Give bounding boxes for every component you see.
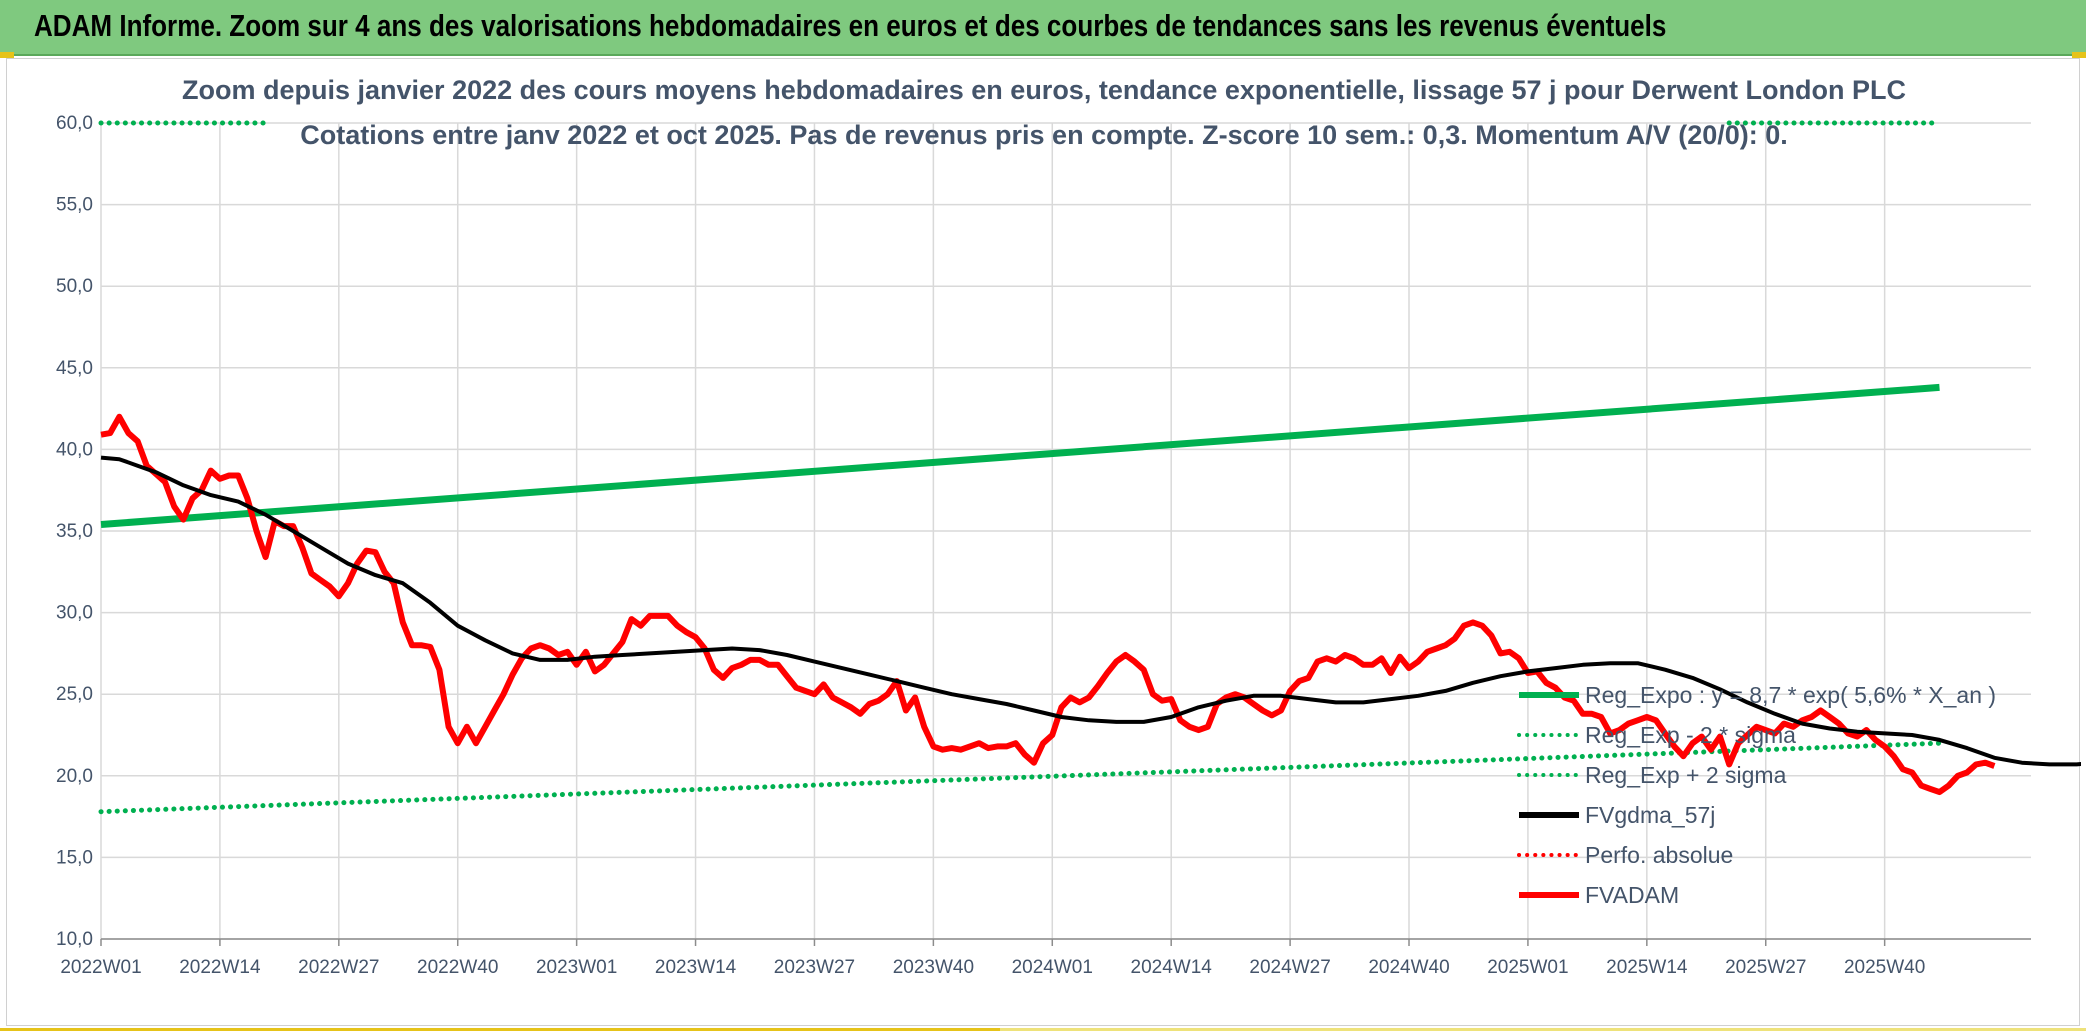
x-tick-label: 2022W14 xyxy=(179,957,261,978)
x-tick-label: 2025W27 xyxy=(1725,957,1806,978)
grid-lines xyxy=(100,122,2031,940)
y-tick-label: 45,0 xyxy=(56,358,93,379)
y-tick-label: 55,0 xyxy=(56,195,93,216)
x-tick-label: 2022W40 xyxy=(417,957,498,978)
y-tick-label: 35,0 xyxy=(56,521,93,542)
x-tick-label: 2025W14 xyxy=(1606,957,1688,978)
series-line-5 xyxy=(100,413,1996,796)
legend-label-2: Reg_Exp + 2 sigma xyxy=(1585,762,1787,788)
y-tick-label: 10,0 xyxy=(56,929,93,950)
chart-area: 10,0 15,0 20,0 25,0 30,0 35,0 40,0 45,0 50,0 55,0… xyxy=(6,58,2081,1026)
x-tick-label: 2025W40 xyxy=(1844,957,1925,978)
chart-subtitle-line2: Cotations entre janv 2022 et oct 2025. P… xyxy=(300,120,1788,150)
x-tick-label: 2023W14 xyxy=(655,957,737,978)
y-tick-label: 60,0 xyxy=(56,113,93,134)
x-tick-label: 2022W01 xyxy=(60,957,141,978)
x-tick-label: 2024W40 xyxy=(1368,957,1449,978)
x-tick-label: 2022W27 xyxy=(298,957,379,978)
x-tick-label: 2023W40 xyxy=(893,957,974,978)
x-tick-label: 2023W01 xyxy=(536,957,617,978)
x-tick-label: 2024W14 xyxy=(1131,957,1213,978)
legend-label-1: Reg_Exp - 2 * sigma xyxy=(1585,722,1796,748)
bottom-accent-left xyxy=(0,1028,1000,1031)
x-tick-label: 2024W01 xyxy=(1012,957,1093,978)
y-tick-label: 40,0 xyxy=(56,439,93,460)
chart-subtitle-line1: Zoom depuis janvier 2022 des cours moyen… xyxy=(182,75,1906,105)
x-tick-label: 2025W01 xyxy=(1487,957,1568,978)
corner-accent-left xyxy=(0,52,14,58)
y-tick-label: 20,0 xyxy=(56,766,93,787)
legend-label-4: Perfo. absolue xyxy=(1585,842,1733,868)
header-title: ADAM Informe. Zoom sur 4 ans des valoris… xyxy=(34,8,1667,43)
legend-label-3: FVgdma_57j xyxy=(1585,802,1715,828)
series-lines xyxy=(98,120,2081,815)
bottom-accent-right xyxy=(1000,1028,2086,1031)
x-tick-label: 2024W27 xyxy=(1249,957,1330,978)
x-tick-label: 2023W27 xyxy=(774,957,855,978)
header-bar: ADAM Informe. Zoom sur 4 ans des valoris… xyxy=(0,0,2086,56)
series-line-0 xyxy=(100,383,1940,528)
line-chart: 10,0 15,0 20,0 25,0 30,0 35,0 40,0 45,0 50,0 55,0… xyxy=(56,75,2081,978)
series-line-1 xyxy=(98,740,1942,815)
y-tick-label: 15,0 xyxy=(56,847,93,868)
legend: Reg_Expo : y = 8,7 * exp( 5,6% * X_an ) R… xyxy=(1517,682,1996,908)
legend-label-0: Reg_Expo : y = 8,7 * exp( 5,6% * X_an ) xyxy=(1585,682,1996,708)
y-tick-label: 25,0 xyxy=(56,684,93,705)
corner-accent-right xyxy=(2072,52,2086,58)
legend-label-5: FVADAM xyxy=(1585,882,1679,908)
series-line-3 xyxy=(100,455,2081,767)
y-tick-label: 30,0 xyxy=(56,603,93,624)
axes: 10,0 15,0 20,0 25,0 30,0 35,0 40,0 45,0 50,0 55,0… xyxy=(56,113,2031,978)
y-tick-label: 50,0 xyxy=(56,276,93,297)
